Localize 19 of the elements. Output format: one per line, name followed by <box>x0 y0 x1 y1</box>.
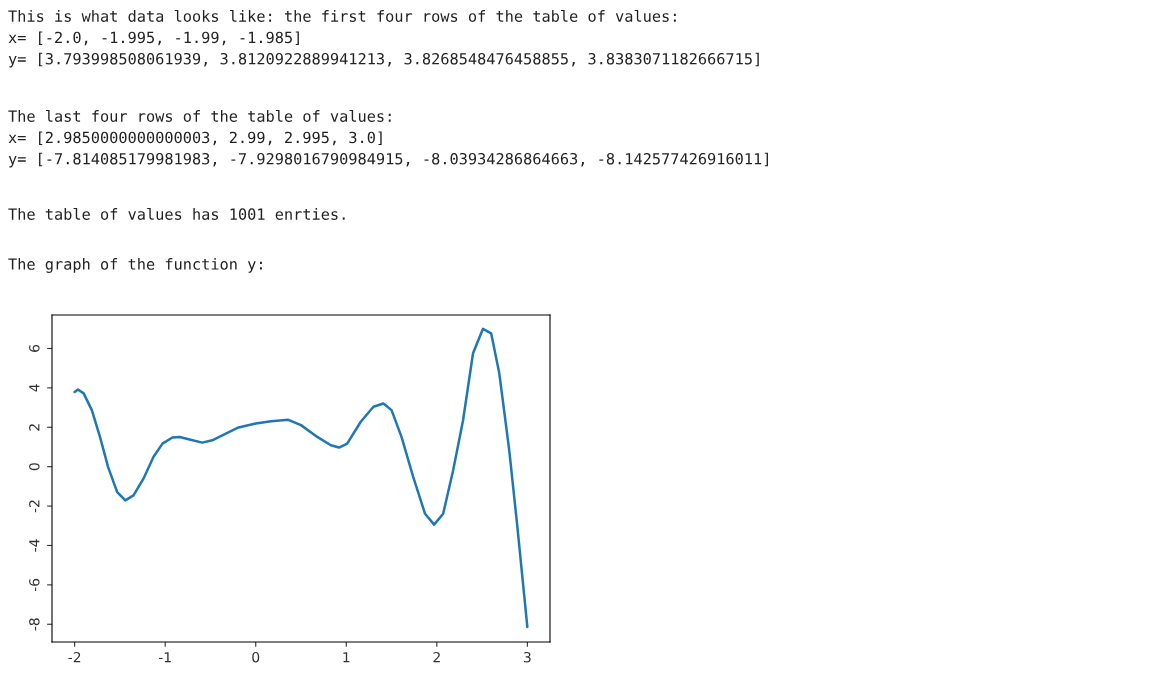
y-tick-label: 6 <box>29 344 40 352</box>
x-tick-label: 0 <box>252 651 260 663</box>
y-tick-label: -4 <box>29 539 40 552</box>
text: The graph of the function y: <box>8 258 262 273</box>
x-tick-label: 2 <box>433 651 440 663</box>
y-tick-label: -8 <box>29 618 40 631</box>
y-tick-label: -6 <box>29 578 40 592</box>
line-series <box>73 327 529 629</box>
x-tick-label: 1 <box>343 652 350 663</box>
y-tick-label: 4 <box>29 384 40 392</box>
text: This is what data looks like: the first four rows of the table of values: x= [-2.0, -1.995, -1.99, -1.985] y= [3.793998508061939, 3.8120922889941213, 3.8268548476458855, 3.8383071182666715] <box>8 10 759 68</box>
x-tick-label: 3 <box>524 651 531 663</box>
x-tick-label: -1 <box>158 652 171 663</box>
y-tick-label: 0 <box>29 463 40 471</box>
x-tick-label: -2 <box>68 651 81 663</box>
text: The table of values has 1001 enrties. <box>8 208 345 220</box>
y-tick-label: 2 <box>29 424 40 431</box>
y-tick-label: -2 <box>29 500 40 513</box>
text: The last four rows of the table of values: x= [2.9850000000000003, 2.99, 2.995, 3.0] y= [-7.814085179981983, -7.9298016790984915, -8.03934286864663, -8.142577426916011] <box>8 110 768 168</box>
